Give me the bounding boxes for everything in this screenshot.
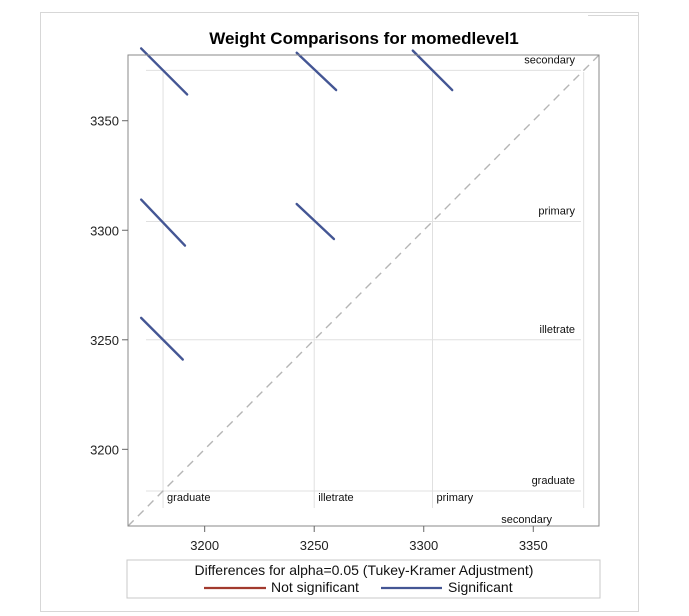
column-level-label-primary: primary [437,492,474,504]
row-level-label-secondary: secondary [524,54,575,66]
y-tick-label-3350: 3350 [90,114,119,129]
row-level-label-illetrate: illetrate [540,324,575,336]
page-edge-line [588,15,638,16]
comparison-segments [139,47,454,361]
legend: Differences for alpha=0.05 (Tukey-Kramer… [126,559,601,599]
column-level-label-graduate: graduate [167,492,210,504]
comparison-primary-vs-illetrate [295,202,336,241]
legend-label-not-significant: Not significant [271,579,359,595]
comparison-secondary-vs-illetrate [295,51,338,92]
y-tick-label-3250: 3250 [90,333,119,348]
comparison-primary-vs-graduate [139,198,187,247]
x-axis: 3200 3250 3300 3350 [190,526,548,553]
legend-title: Differences for alpha=0.05 (Tukey-Kramer… [195,562,534,578]
x-tick-label-3250: 3250 [300,538,329,553]
comparison-secondary-vs-graduate [139,47,189,96]
plot-area [127,54,600,527]
y-tick-label-3200: 3200 [90,442,119,457]
column-level-label-secondary: secondary [501,514,552,526]
row-level-label-primary: primary [538,205,575,217]
x-tick-label-3300: 3300 [409,538,438,553]
row-level-label-graduate: graduate [532,475,575,487]
chart-frame [40,12,639,612]
y-tick-label-3300: 3300 [90,223,119,238]
chart-title: Weight Comparisons for momedlevel1 [209,29,519,48]
comparison-illetrate-vs-graduate [139,316,184,361]
y-axis: 3200 3250 3300 3350 [90,114,128,457]
diagonal-reference-line [127,54,600,527]
x-tick-label-3350: 3350 [519,538,548,553]
comparison-secondary-vs-primary [411,49,454,92]
gridlines [146,69,585,508]
legend-box [126,559,601,599]
level-labels: graduate graduate illetrate illetrate primar… [167,54,575,526]
x-tick-label-3200: 3200 [190,538,219,553]
column-level-label-illetrate: illetrate [318,492,353,504]
legend-label-significant: Significant [448,579,513,595]
